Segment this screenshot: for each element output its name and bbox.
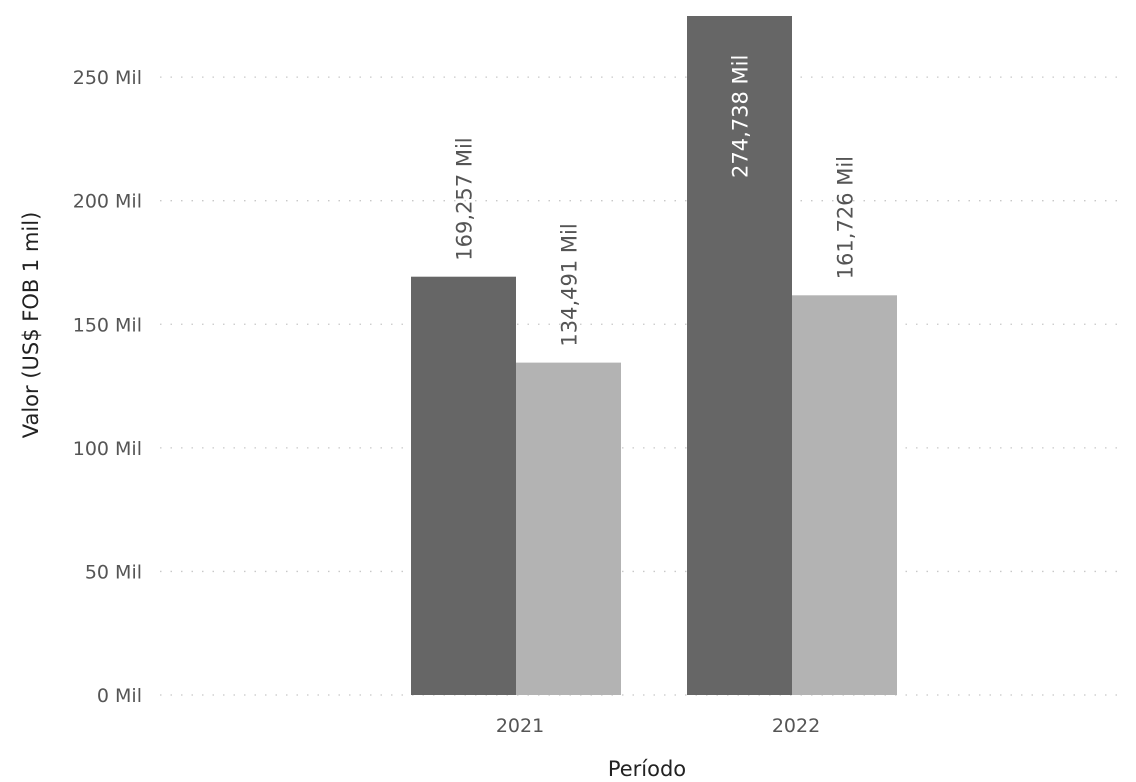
x-axis-title: Período	[608, 757, 686, 781]
y-tick-label: 200 Mil	[73, 191, 142, 213]
bar	[687, 16, 792, 695]
bars	[411, 16, 897, 695]
y-tick-label: 100 Mil	[73, 438, 142, 460]
data-labels: 169,257 Mil 134,491 Mil 274,738 Mil 161,726…	[453, 55, 858, 347]
y-axis-ticks: 0 Mil 50 Mil 100 Mil 150 Mil 200 Mil 250 Mil	[73, 67, 142, 707]
data-label: 169,257 Mil	[453, 137, 477, 260]
data-label: 161,726 Mil	[834, 156, 858, 279]
bar	[411, 276, 516, 695]
data-label: 134,491 Mil	[558, 223, 582, 346]
y-tick-label: 0 Mil	[97, 685, 142, 707]
y-tick-label: 50 Mil	[85, 561, 142, 583]
x-tick-label: 2022	[772, 715, 820, 737]
bar	[792, 295, 897, 695]
bar	[516, 362, 621, 695]
y-tick-label: 150 Mil	[73, 314, 142, 336]
x-tick-label: 2021	[496, 715, 544, 737]
data-label: 274,738 Mil	[729, 55, 753, 178]
y-tick-label: 250 Mil	[73, 67, 142, 89]
gridlines	[160, 76, 1118, 696]
y-axis-title: Valor (US$ FOB 1 mil)	[19, 212, 43, 439]
x-axis-ticks: 2021 2022	[496, 715, 820, 737]
